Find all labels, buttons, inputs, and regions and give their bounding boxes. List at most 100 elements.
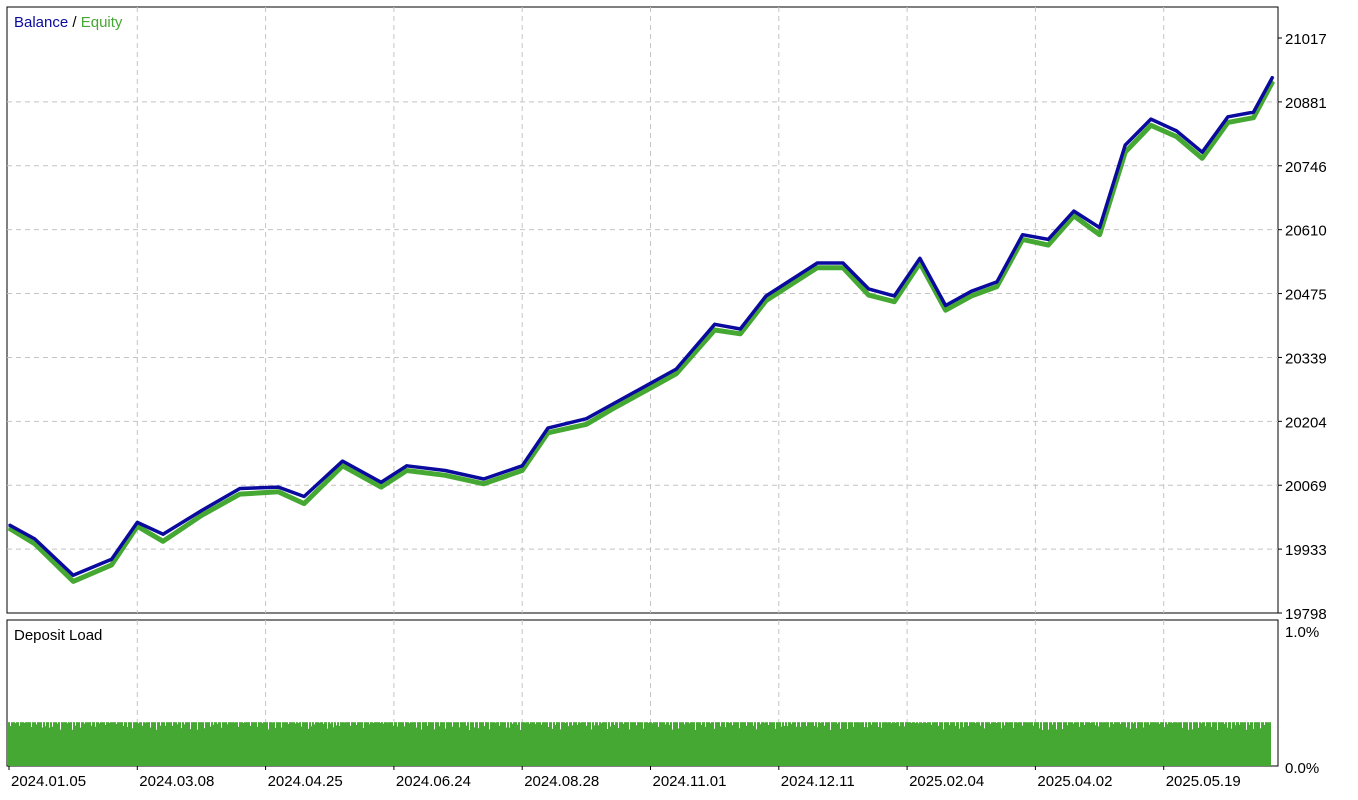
deposit-load-bar-gap bbox=[421, 721, 422, 730]
deposit-load-bar-gap bbox=[204, 721, 205, 729]
deposit-load-bar-gap bbox=[172, 721, 173, 726]
deposit-load-bar-gap bbox=[943, 721, 944, 730]
series-balance-point bbox=[1227, 116, 1229, 118]
deposit-load-bar-gap bbox=[1192, 721, 1193, 730]
series-equity-point bbox=[1073, 215, 1075, 217]
series-balance-point bbox=[649, 382, 652, 385]
deposit-load-bar-gap bbox=[234, 721, 235, 723]
deposit-load-bar-gap bbox=[926, 721, 927, 723]
series-equity-point bbox=[996, 285, 998, 288]
deposit-load-bar-gap bbox=[520, 721, 521, 730]
deposit-load-bar-gap bbox=[257, 721, 258, 727]
deposit-load-bar-gap bbox=[311, 721, 312, 727]
series-equity-point bbox=[765, 299, 767, 302]
deposit-load-bar-gap bbox=[911, 721, 912, 723]
deposit-load-bar-gap bbox=[373, 721, 374, 723]
deposit-load-bar-gap bbox=[525, 721, 526, 723]
deposit-load-bar-gap bbox=[701, 721, 702, 725]
deposit-load-bar-gap bbox=[1211, 721, 1212, 727]
deposit-load-bar-gap bbox=[1198, 721, 1199, 728]
deposit-load-bar-gap bbox=[177, 721, 178, 725]
series-balance-point bbox=[200, 509, 203, 512]
series-equity-point bbox=[33, 542, 36, 545]
deposit-load-bar-gap bbox=[800, 721, 801, 727]
deposit-load-bar-gap bbox=[669, 721, 670, 725]
deposit-load-bar-gap bbox=[830, 721, 831, 730]
deposit-load-bar-gap bbox=[607, 721, 608, 729]
deposit-load-bar-gap bbox=[720, 721, 721, 727]
deposit-load-bar-gap bbox=[1231, 721, 1232, 729]
series-equity-point bbox=[1098, 233, 1101, 236]
deposit-load-bar-gap bbox=[1133, 721, 1134, 724]
series-equity-point bbox=[893, 300, 896, 303]
deposit-load-bar-gap bbox=[577, 721, 578, 725]
deposit-load-bar-gap bbox=[24, 721, 25, 723]
series-equity-point bbox=[970, 295, 973, 297]
series-equity-point bbox=[341, 465, 344, 467]
deposit-load-bar-gap bbox=[1033, 721, 1034, 726]
series-equity-point bbox=[1047, 244, 1049, 246]
series-balance-point bbox=[944, 304, 947, 307]
deposit-load-bar-gap bbox=[623, 721, 624, 724]
series-balance-point bbox=[1150, 118, 1152, 120]
deposit-load-bar-gap bbox=[636, 721, 637, 726]
series-equity-point bbox=[585, 423, 588, 426]
deposit-load-bar-gap bbox=[60, 721, 61, 730]
x-axis: 2024.01.05 2024.03.08 2024.04.25 2024.06.24… bbox=[8, 766, 1241, 790]
series-balance-point bbox=[380, 481, 382, 484]
deposit-load-bar-gap bbox=[968, 721, 969, 726]
series-equity-point bbox=[1227, 121, 1229, 124]
series-equity-point bbox=[482, 483, 485, 485]
deposit-load-bar-gap bbox=[1149, 721, 1150, 725]
deposit-load-bar-gap bbox=[1224, 721, 1225, 724]
deposit-load-bar-gap bbox=[739, 721, 740, 729]
deposit-load-bar-gap bbox=[1167, 721, 1168, 725]
x-tick-label: 2024.03.08 bbox=[139, 773, 214, 790]
y-tick-label: 20204 bbox=[1285, 414, 1327, 431]
deposit-load-bar-gap bbox=[678, 721, 679, 729]
deposit-load-bar-gap bbox=[560, 721, 561, 730]
series-balance-point bbox=[996, 281, 998, 283]
x-tick-label: 2024.04.25 bbox=[268, 773, 343, 790]
deposit-load-bar-gap bbox=[796, 721, 797, 727]
deposit-load-bar-gap bbox=[1098, 721, 1099, 727]
y-tick-label: 20610 bbox=[1285, 223, 1327, 240]
deposit-load-bar-gap bbox=[1217, 721, 1218, 730]
deposit-load-bar-gap bbox=[629, 721, 630, 730]
deposit-load-bar-gap bbox=[806, 721, 807, 727]
deposit-load-bar-gap bbox=[1172, 721, 1173, 723]
series-balance-point bbox=[816, 262, 819, 264]
deposit-load-bar-gap bbox=[756, 721, 757, 730]
series-balance-point bbox=[919, 257, 921, 260]
deposit-load-bar-gap bbox=[327, 721, 328, 729]
deposit-load-bar-gap bbox=[931, 721, 932, 725]
deposit-load-bar-gap bbox=[469, 721, 470, 730]
x-tick-label: 2024.06.24 bbox=[396, 773, 471, 790]
deposit-load-bar-gap bbox=[904, 721, 905, 727]
deposit-load-bar-gap bbox=[1201, 721, 1202, 724]
deposit-load-bar-gap bbox=[938, 721, 939, 726]
deposit-load-bar-gap bbox=[610, 721, 611, 727]
series-balance-point bbox=[585, 417, 588, 420]
deposit-load-bar-gap bbox=[1056, 721, 1057, 730]
series-equity-point bbox=[521, 469, 523, 472]
deposit-load-bar-gap bbox=[495, 721, 496, 723]
deposit-load-bar-gap bbox=[99, 721, 100, 724]
deposit-load-bar-gap bbox=[535, 721, 536, 725]
legend: Balance / Equity bbox=[14, 14, 123, 31]
deposit-load-bar-gap bbox=[75, 721, 76, 726]
deposit-load-bar-gap bbox=[1159, 721, 1160, 724]
deposit-load-bar-gap bbox=[1130, 721, 1131, 729]
deposit-load-bar-gap bbox=[452, 721, 453, 727]
deposit-load-bar-gap bbox=[288, 721, 289, 724]
deposit-load-bar-gap bbox=[190, 721, 191, 730]
deposit-load-bar-gap bbox=[781, 721, 782, 727]
legend-separator: / bbox=[68, 14, 81, 31]
deposit-load-bar-gap bbox=[72, 721, 73, 730]
series-balance-point bbox=[341, 460, 344, 462]
deposit-load-bar-gap bbox=[775, 721, 776, 729]
deposit-load-bar-gap bbox=[614, 721, 615, 725]
deposit-load-bar-gap bbox=[298, 721, 299, 723]
deposit-load-bar-gap bbox=[652, 721, 653, 724]
series-equity-point bbox=[611, 408, 613, 411]
